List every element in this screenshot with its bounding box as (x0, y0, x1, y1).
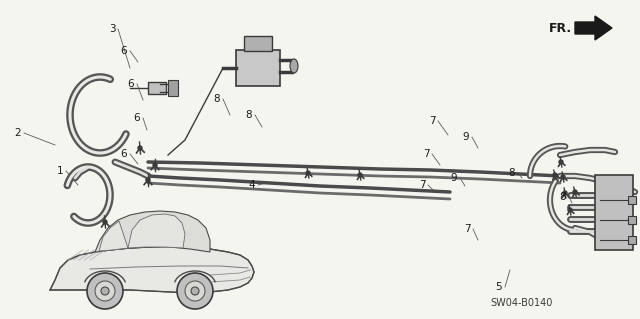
Circle shape (103, 220, 107, 224)
Text: 9: 9 (463, 132, 469, 142)
Polygon shape (128, 214, 185, 248)
Bar (628, 216, 636, 224)
Bar (168, 80, 178, 96)
FancyBboxPatch shape (595, 175, 633, 250)
Circle shape (95, 281, 115, 301)
Text: SW04-B0140: SW04-B0140 (490, 298, 552, 308)
Text: 6: 6 (128, 79, 134, 89)
Text: 9: 9 (451, 173, 458, 183)
Polygon shape (50, 246, 254, 293)
Text: 8: 8 (560, 192, 566, 202)
Text: 8: 8 (246, 110, 252, 120)
Circle shape (185, 281, 205, 301)
Text: 8: 8 (214, 94, 220, 104)
Circle shape (559, 160, 563, 164)
Polygon shape (99, 221, 128, 251)
Circle shape (573, 190, 577, 194)
Bar (628, 236, 636, 244)
Circle shape (101, 287, 109, 295)
Polygon shape (575, 16, 612, 40)
Text: 7: 7 (419, 180, 426, 190)
Circle shape (306, 171, 310, 175)
Circle shape (87, 273, 123, 309)
Bar (236, 50, 280, 86)
Circle shape (553, 173, 557, 177)
Text: 6: 6 (121, 149, 127, 159)
Text: 8: 8 (509, 168, 515, 178)
Circle shape (568, 208, 572, 212)
Ellipse shape (290, 59, 298, 73)
Text: 7: 7 (464, 224, 470, 234)
FancyBboxPatch shape (148, 82, 166, 94)
Circle shape (191, 287, 199, 295)
Bar (628, 196, 636, 204)
Circle shape (146, 178, 150, 182)
Text: 3: 3 (109, 24, 115, 34)
Circle shape (561, 175, 565, 179)
Polygon shape (95, 211, 210, 252)
Circle shape (138, 146, 142, 150)
Text: FR.: FR. (549, 21, 572, 34)
Circle shape (358, 173, 362, 177)
Text: 5: 5 (496, 282, 502, 292)
Circle shape (177, 273, 213, 309)
Text: 6: 6 (121, 46, 127, 56)
Text: 1: 1 (57, 166, 63, 176)
Circle shape (153, 163, 157, 167)
Bar (244, 36, 272, 51)
Text: 7: 7 (429, 116, 435, 126)
Text: 6: 6 (134, 113, 140, 123)
Text: 4: 4 (249, 180, 255, 190)
Text: 7: 7 (422, 149, 429, 159)
Text: 2: 2 (15, 128, 21, 138)
Circle shape (563, 191, 567, 195)
